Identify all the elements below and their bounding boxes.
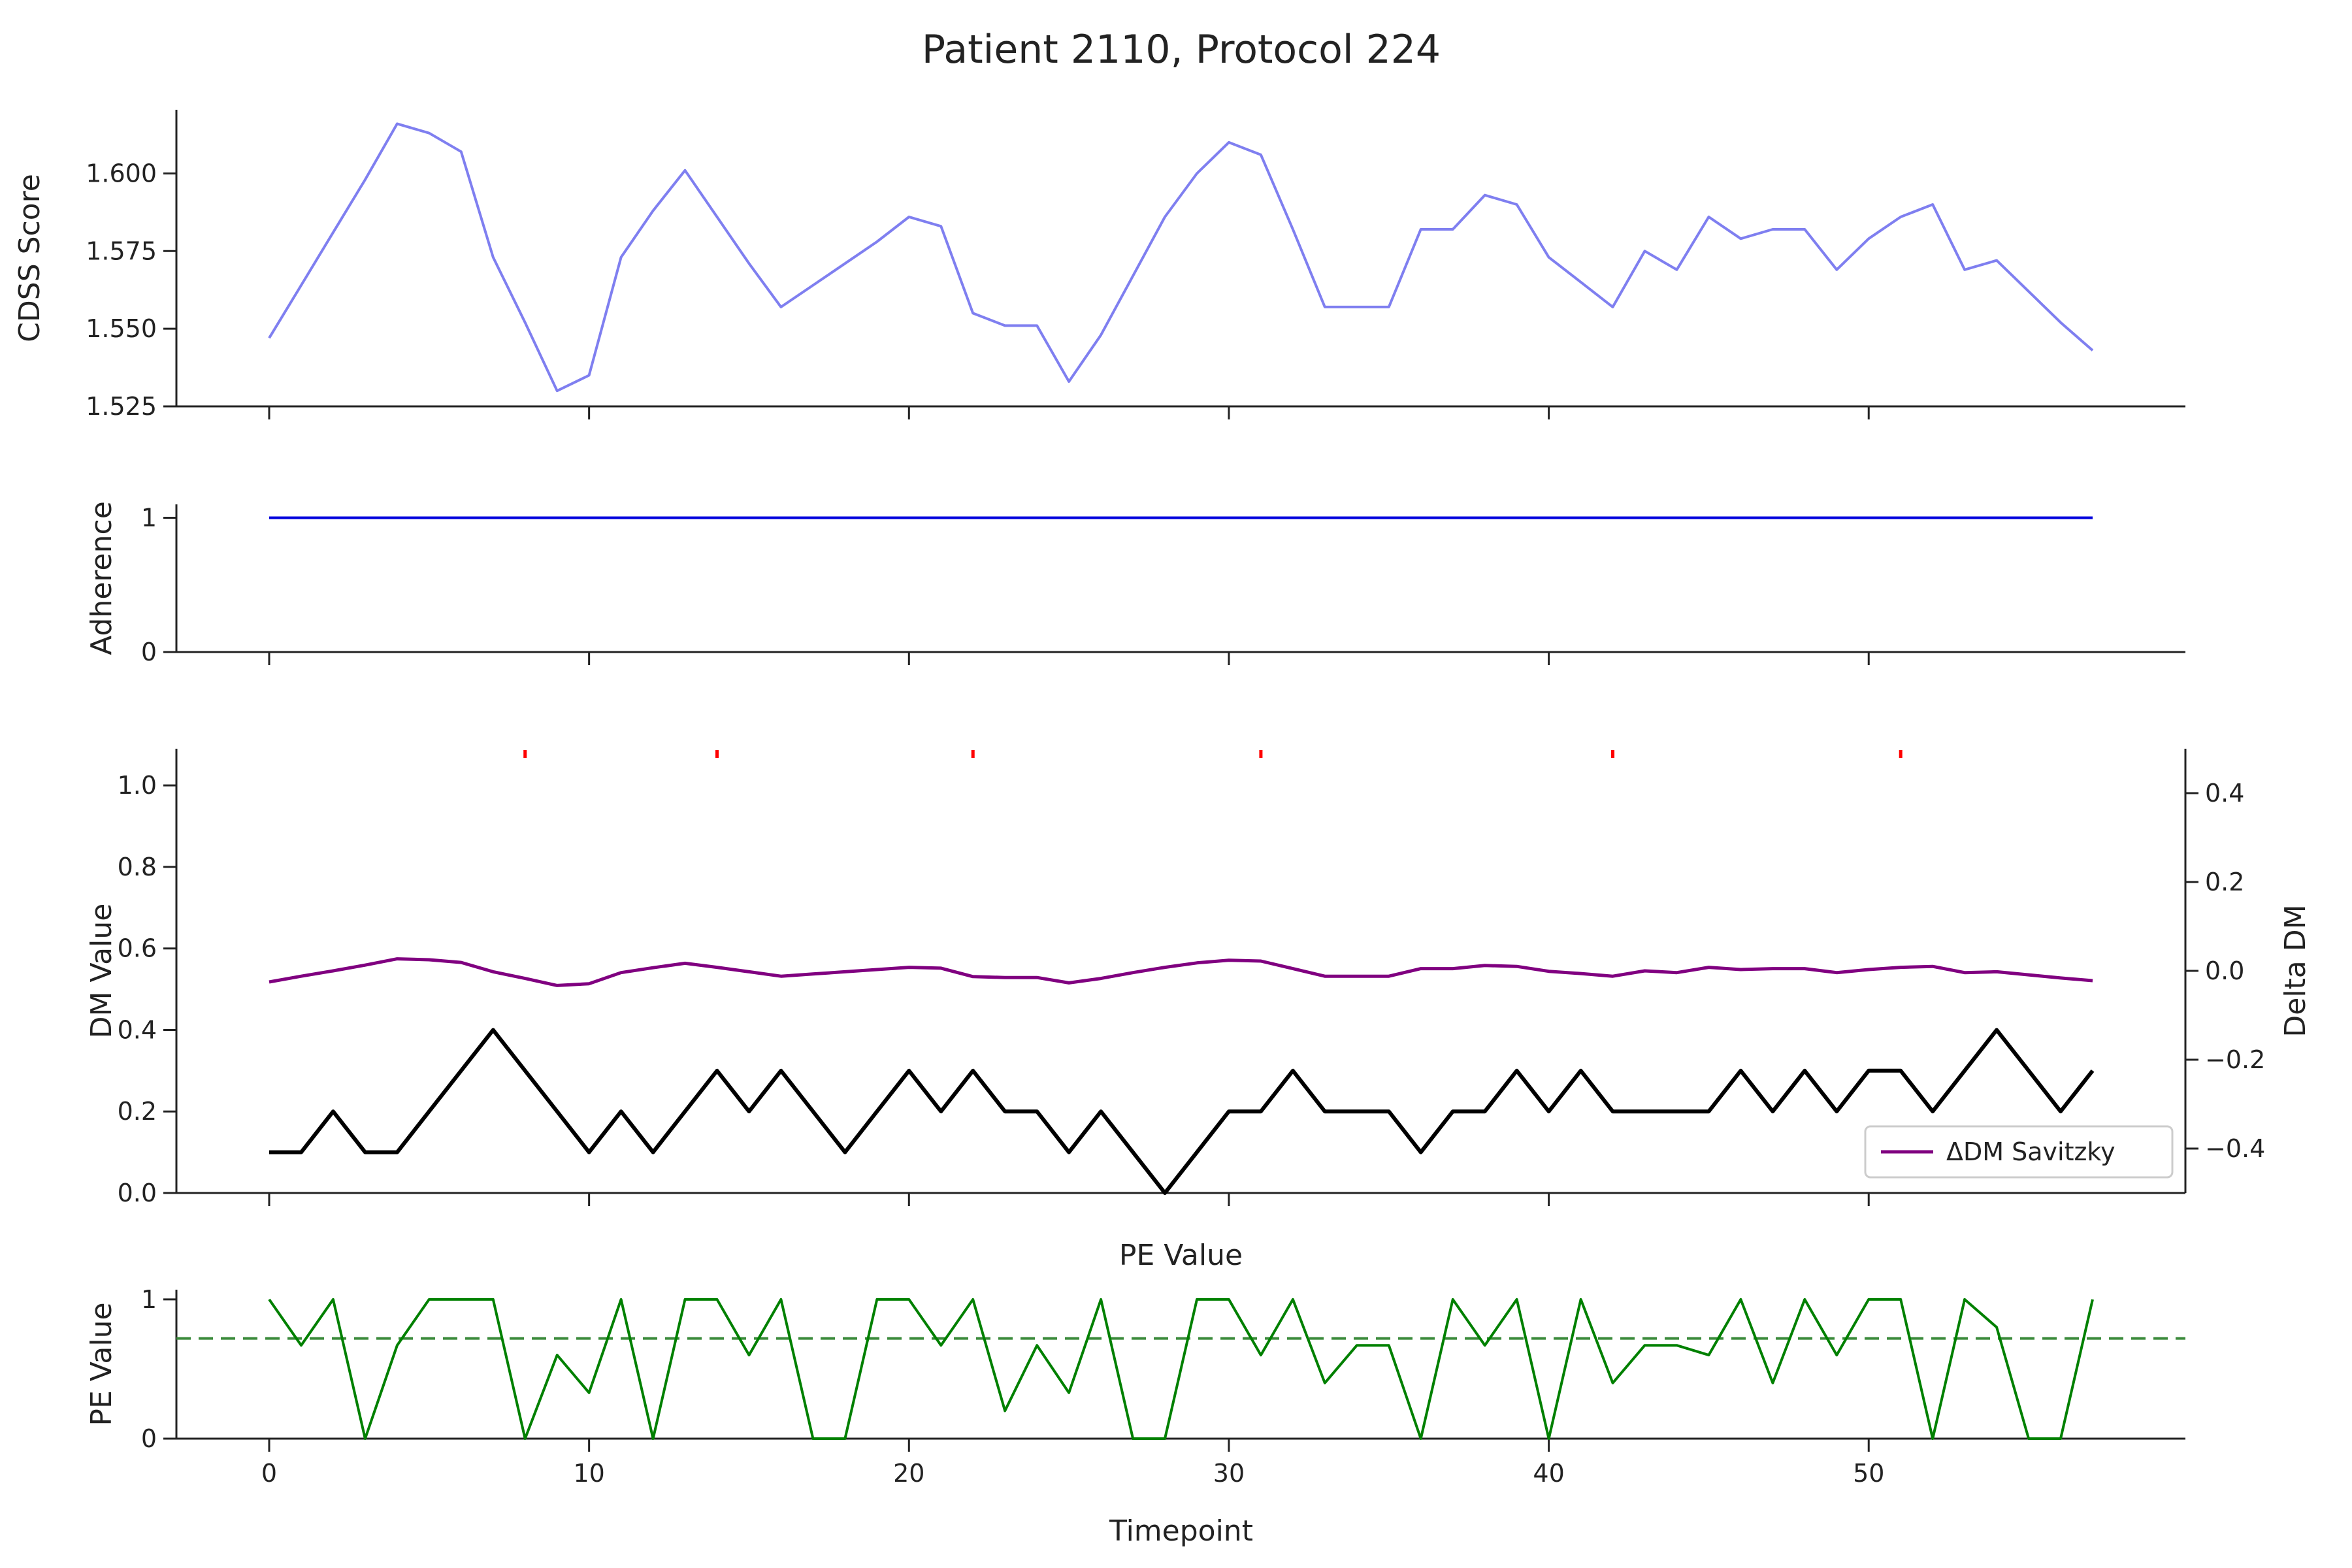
series-line-1 [268, 1298, 2094, 1440]
legend-entry: ΔDM Savitzky [1946, 1137, 2115, 1166]
x-tick-label: 10 [573, 1459, 604, 1488]
panel-4: 0 10 20 30 40 50 0 1 PE Value PE Value [85, 1239, 2185, 1488]
y-tick-label: 1.575 [86, 237, 157, 265]
y-tick-label: 0.8 [118, 853, 157, 881]
secondary-y-tick-label: 0.4 [2205, 779, 2244, 808]
series-line-1 [269, 1028, 2095, 1195]
y-axis-label: Adherence [85, 501, 118, 655]
y-tick-label: 0.2 [118, 1097, 157, 1126]
y-axis-label: PE Value [85, 1302, 118, 1426]
panels: 1.525 1.550 1.575 1.600 CDSS Score 0 1 Adherenc… [13, 110, 2312, 1488]
y-tick-label: 1.600 [86, 159, 157, 188]
y-tick-label: 1.525 [86, 392, 157, 421]
y-tick-label: 1.550 [86, 314, 157, 343]
y-tick-label: 1.0 [118, 771, 157, 800]
y-tick-label: 0.0 [118, 1179, 157, 1207]
y-tick-label: 0.6 [118, 934, 157, 963]
series-line-1 [268, 122, 2094, 393]
legend-box [1864, 1125, 2174, 1179]
y-tick-label: 0 [141, 1424, 157, 1453]
panel-3: 0.0 0.2 0.4 0.6 0.8 1.0 DM Value −0.4 −0.2 0.0 0.2… [85, 749, 2312, 1207]
panel-title: PE Value [1119, 1239, 1243, 1272]
secondary-y-tick-label: −0.4 [2205, 1134, 2265, 1163]
y-tick-label: 0 [141, 638, 157, 666]
legend: ΔDM Savitzky [1864, 1125, 2174, 1179]
x-tick-label: 0 [261, 1459, 277, 1488]
x-tick-label: 20 [893, 1459, 924, 1488]
panel-2: 0 1 Adherence [85, 501, 2185, 666]
secondary-y-tick-label: 0.0 [2205, 956, 2244, 985]
figure-title: Patient 2110, Protocol 224 [922, 27, 1441, 73]
y-tick-label: 1 [141, 1285, 157, 1314]
y-tick-label: 1 [141, 504, 157, 532]
secondary-y-tick-label: 0.2 [2205, 868, 2244, 896]
x-tick-label: 50 [1853, 1459, 1884, 1488]
x-tick-label: 30 [1213, 1459, 1245, 1488]
x-tick-label: 40 [1533, 1459, 1564, 1488]
secondary-y-axis-label: Delta DM [2279, 904, 2312, 1037]
y-tick-label: 0.4 [118, 1015, 157, 1044]
series-line-delta-dm [269, 957, 2093, 987]
panel-1: 1.525 1.550 1.575 1.600 CDSS Score [13, 110, 2185, 421]
secondary-y-tick-label: −0.2 [2205, 1045, 2265, 1074]
x-axis-label: Timepoint [1109, 1514, 1253, 1548]
y-axis-label: CDSS Score [13, 174, 46, 342]
y-axis-label: DM Value [85, 904, 118, 1039]
